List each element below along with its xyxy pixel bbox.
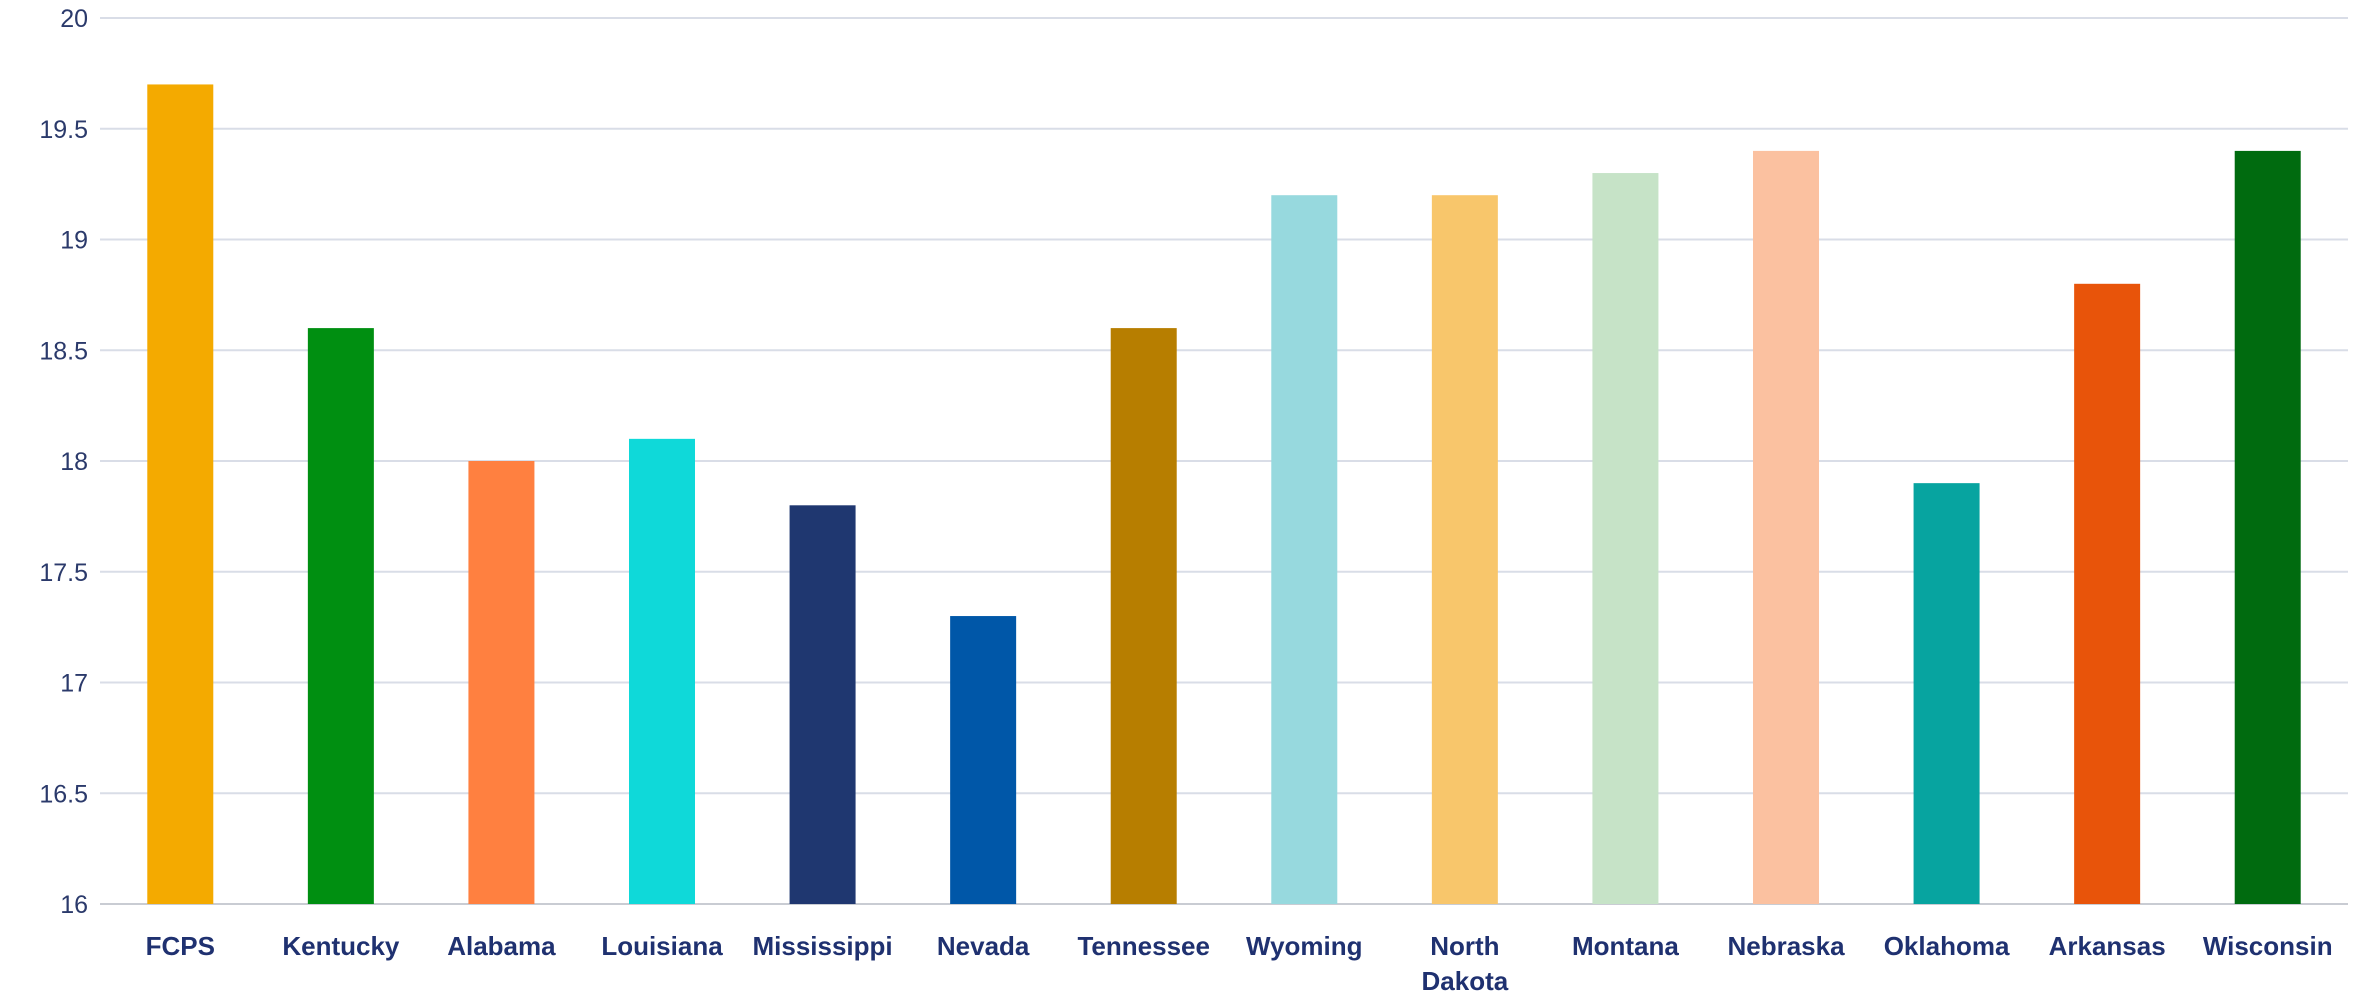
x-category-label-line: Nevada [937,931,1030,961]
y-tick-label: 16.5 [39,780,88,808]
x-category-label-line: Kentucky [282,931,400,961]
x-category-label-line: Mississippi [752,931,892,961]
x-category-label: North Dakota [1422,931,1509,996]
x-category-label: Nevada [937,931,1030,961]
bar-mississippi [789,505,856,904]
x-category-label: Mississippi [752,931,892,961]
bar-wisconsin [2234,150,2301,904]
gridlines [100,17,2348,905]
bar-wyoming [1271,195,1338,904]
y-axis-tick-labels: 16 16.5 17 17.5 18 18.5 19 19.5 20 [39,5,88,919]
x-category-label: Montana [1572,931,1679,961]
bar-alabama [468,461,535,904]
bar-louisiana [629,438,695,904]
x-category-label: Nebraska [1727,931,1845,961]
x-category-label-line: Louisiana [601,931,723,961]
y-tick-label: 17 [60,670,88,698]
y-tick-label: 19 [60,227,88,255]
bar-north-dakota [1431,195,1498,904]
x-category-label-line: Alabama [447,931,556,961]
x-category-label-line: Nebraska [1727,931,1845,961]
x-category-label-line: Tennessee [1077,931,1209,961]
bar-tennessee [1110,328,1177,905]
x-category-label-line: Montana [1572,931,1679,961]
y-tick-label: 17.5 [39,559,88,587]
x-category-label-line: North [1430,931,1499,961]
x-category-label-line: Wyoming [1246,931,1363,961]
x-category-label: Tennessee [1077,931,1209,961]
bar-montana [1592,173,1659,905]
x-category-label: Wisconsin [2203,931,2333,961]
x-category-label: Arkansas [2049,931,2166,961]
x-category-label: FCPS [146,931,215,961]
bars [147,84,2301,905]
x-category-label-line: Oklahoma [1884,931,2010,961]
y-tick-label: 18.5 [39,337,88,365]
x-category-label: Louisiana [601,931,723,961]
x-category-label-line: FCPS [146,931,215,961]
x-axis-category-labels: FCPS Kentucky Alabama Louisiana Mississippi N… [146,931,2333,996]
bar-kentucky [307,328,374,905]
x-category-label: Alabama [447,931,556,961]
bar-oklahoma [1913,483,1980,904]
x-category-label: Oklahoma [1884,931,2010,961]
y-tick-label: 16 [60,891,88,919]
x-category-label: Kentucky [282,931,400,961]
bar-nebraska [1753,150,1819,904]
bar-arkansas [2074,283,2141,904]
y-tick-label: 20 [60,5,88,33]
x-category-label-line: Dakota [1422,966,1509,996]
y-tick-label: 19.5 [39,116,88,144]
y-tick-label: 18 [60,448,88,476]
bar-fcps [147,84,214,904]
bar-nevada [950,616,1017,904]
x-category-label: Wyoming [1246,931,1363,961]
x-category-label-line: Wisconsin [2203,931,2333,961]
x-category-label-line: Arkansas [2049,931,2166,961]
